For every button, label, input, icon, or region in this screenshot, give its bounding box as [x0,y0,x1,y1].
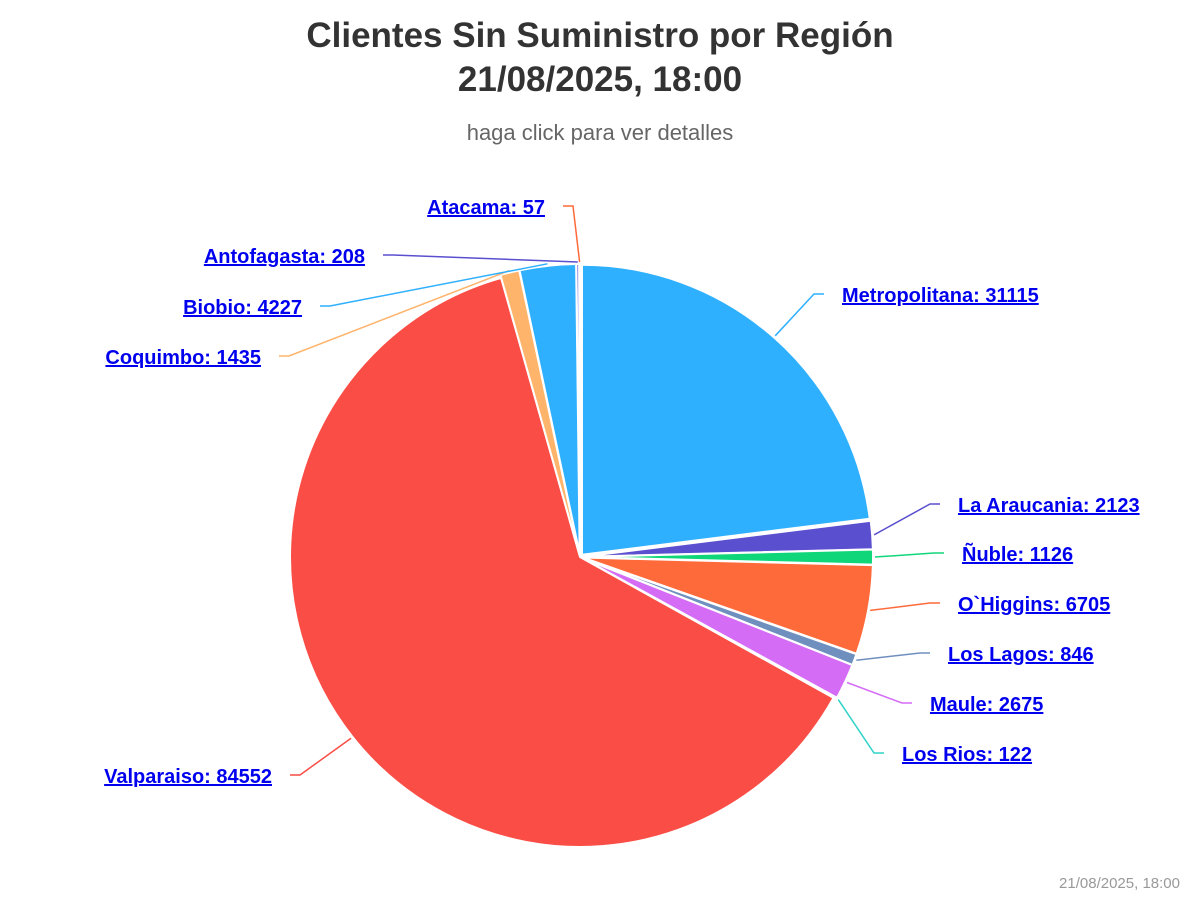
connector-metropolitana [774,293,824,337]
connector-antofagasta [383,254,578,263]
pie-label-nuble[interactable]: Ñuble: 1126 [962,543,1073,566]
chart-title-line1: Clientes Sin Suministro por Región [306,16,894,55]
connector-biobio [320,263,548,307]
pie-label-atacama[interactable]: Atacama: 57 [427,197,545,219]
connector-los-rios [837,699,884,754]
pie-label-o-higgins[interactable]: O`Higgins: 6705 [958,594,1110,616]
pie-connectors [279,205,944,776]
pie-slice-metropolitana[interactable] [580,263,871,556]
chart-title: Clientes Sin Suministro por Región 21/08… [0,14,1200,102]
connector-o-higgins [870,602,940,612]
pie-label-maule[interactable]: Maule: 2675 [930,694,1043,716]
pie-label-coquimbo[interactable]: Coquimbo: 1435 [105,347,261,369]
connector-atacama [563,205,581,263]
pie-label-los-rios[interactable]: Los Rios: 122 [902,744,1032,766]
chart-subtitle: haga click para ver detalles [466,120,734,145]
pie-label-la-araucania[interactable]: La Araucania: 2123 [958,495,1140,517]
pie-label-biobio[interactable]: Biobio: 4227 [183,297,302,319]
pie-slices [289,263,875,848]
chart-title-line2: 21/08/2025, 18:00 [457,60,743,99]
pie-label-metropolitana[interactable]: Metropolitana: 31115 [842,285,1039,307]
connector-coquimbo [279,269,510,357]
pie-label-antofagasta[interactable]: Antofagasta: 208 [204,246,365,268]
pie-labels: Metropolitana: 31115 La Araucania: 2123 Ñu… [104,197,1139,788]
connector-valparaiso [290,737,352,776]
connector-maule [846,681,912,704]
chart-credit: 21/08/2025, 18:00 [1059,875,1180,892]
connector-la-araucania [873,503,940,536]
connector-nuble [874,552,944,558]
pie-slice-valparaiso[interactable] [289,276,835,848]
pie-label-los-lagos[interactable]: Los Lagos: 846 [948,644,1094,666]
pie-slice-atacama[interactable] [578,263,581,556]
connector-los-lagos [856,652,930,662]
pie-label-valparaiso[interactable]: Valparaiso: 84552 [104,766,272,788]
